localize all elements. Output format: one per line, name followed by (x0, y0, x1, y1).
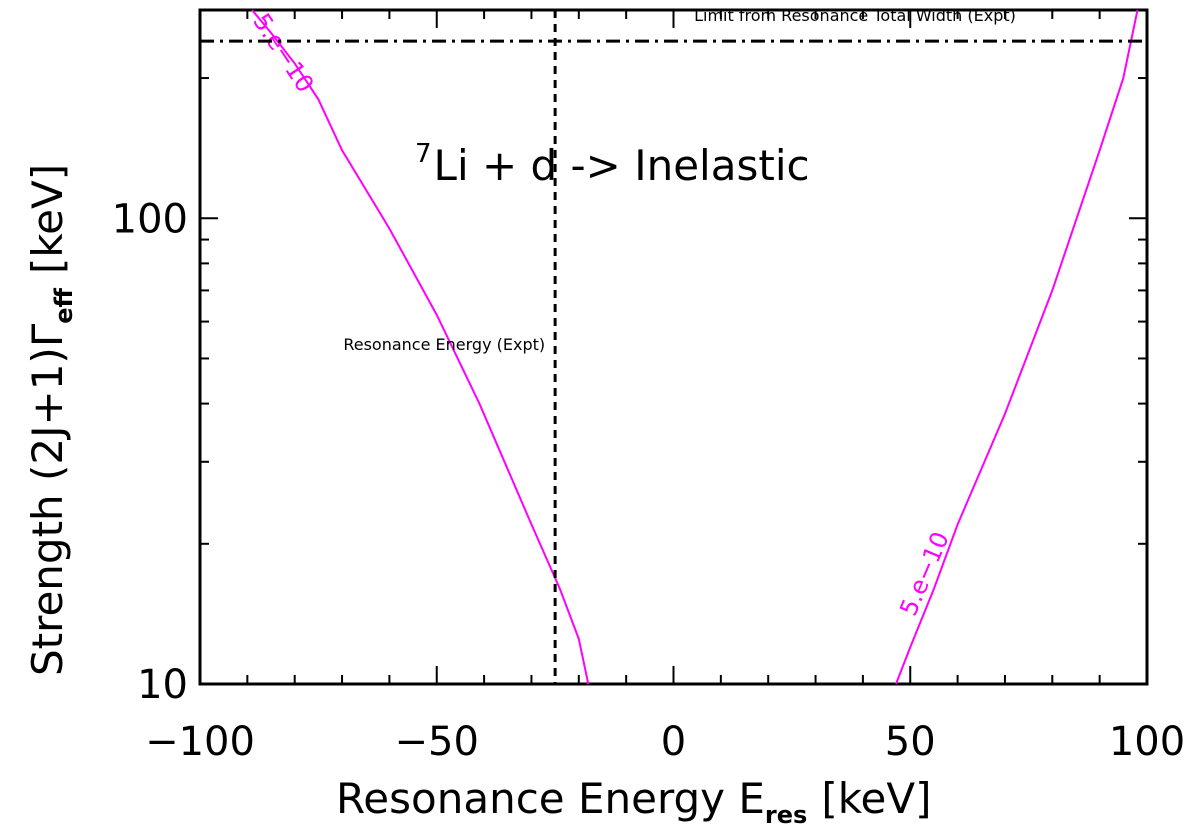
y-tick-label: 10 (137, 662, 188, 708)
y-tick-label: 100 (112, 196, 188, 242)
chart-title: 7Li + d -> Inelastic (415, 139, 810, 190)
series-line-1 (251, 9, 590, 685)
y-axis-label-subscript: eff (50, 287, 78, 323)
x-axis-label-unit: [keV] (821, 774, 931, 823)
y-axis-label-unit: [keV] (23, 164, 72, 274)
axis-ticks (199, 10, 1148, 685)
contour-label-2: 5.e−10 (894, 528, 955, 620)
horizontal-reference-label: Limit from Resonance Total Width (Expt) (694, 6, 1016, 25)
x-tick-label: 50 (885, 719, 936, 765)
y-axis-label: Strength (2J+1)Γeff [keV] (23, 164, 78, 676)
tick-labels: −100 −50 0 50 100 10 100 (112, 196, 1186, 765)
x-tick-label: −50 (395, 719, 479, 765)
x-tick-label: −100 (145, 719, 255, 765)
vertical-reference-label: Resonance Energy (Expt) (343, 335, 545, 354)
y-axis-label-main: Strength (2J+1)Γ (23, 323, 72, 676)
chart-title-main: Li + d -> Inelastic (434, 141, 810, 190)
plot-frame (198, 8, 1149, 686)
x-axis-label-subscript: res (765, 801, 807, 829)
x-tick-label: 100 (1109, 719, 1185, 765)
x-axis-label-main: Resonance Energy E (336, 774, 765, 823)
x-axis-label: Resonance Energy Eres [keV] (336, 774, 931, 829)
contour-label-1: 5.e−10 (247, 8, 319, 97)
series-line-2 (895, 9, 1139, 685)
chart-title-superscript: 7 (415, 139, 432, 169)
x-tick-label: 0 (661, 719, 686, 765)
reference-lines: Limit from Resonance Total Width (Expt) R… (200, 6, 1147, 684)
